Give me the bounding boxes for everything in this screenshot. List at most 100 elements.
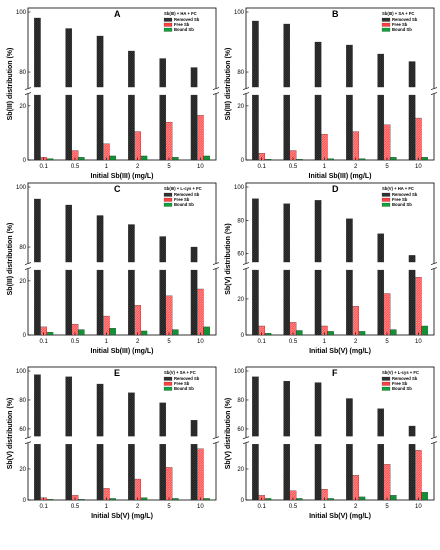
- bar-bound-sb: [171, 329, 179, 336]
- legend-entry: Removed Sb: [174, 17, 200, 22]
- bar-removed-sb-lower: [190, 444, 198, 501]
- bar-removed-sb: [346, 218, 353, 263]
- x-tick-label: 0.5: [289, 504, 298, 510]
- legend-entry: Free Sb: [174, 197, 190, 202]
- bar-removed-sb: [408, 61, 416, 88]
- legend-entry: Free Sb: [174, 22, 190, 27]
- axis-break-mark: [242, 267, 250, 270]
- x-tick-label: 5: [385, 339, 389, 345]
- bar-bound-sb: [421, 492, 428, 501]
- x-tick-label: 5: [385, 504, 389, 510]
- panel-letter: D: [332, 184, 339, 194]
- panel-F: 60 80 100 0 20 0.1 0.5 1 2 5 10 F Sb(V) + L-cys + FC…: [225, 366, 438, 520]
- y-tick-label: 20: [237, 297, 244, 303]
- bar-bound-sb: [140, 155, 148, 161]
- axis-break-mark: [242, 441, 250, 444]
- x-tick-label: 5: [167, 164, 171, 170]
- legend-entry: Bound Sb: [392, 27, 412, 32]
- bar-free-sb: [321, 134, 328, 161]
- bar-removed-sb: [128, 224, 135, 263]
- x-tick-label: 2: [136, 339, 140, 345]
- bar-bound-sb: [327, 158, 334, 161]
- bar-removed-sb-lower: [96, 269, 104, 336]
- y-tick-label: 80: [19, 398, 26, 404]
- bar-removed-sb-lower: [34, 94, 41, 161]
- bar-free-sb: [415, 450, 422, 501]
- bar-removed-sb-lower: [128, 94, 135, 161]
- x-tick-label: 0.5: [289, 164, 298, 170]
- x-tick-label: 1: [105, 339, 109, 345]
- axis-break-mark: [24, 436, 32, 439]
- legend-swatch: [381, 192, 391, 197]
- legend-swatch: [163, 192, 173, 197]
- bar-removed-sb: [128, 50, 135, 88]
- bar-bound-sb: [264, 498, 272, 501]
- panel-E: 60 80 100 0 20 0.1 0.5 1 2 5 10 E Sb(V) + SA + FCRem…: [7, 366, 220, 520]
- x-axis-label: Initial Sb(V) (mg/L): [309, 513, 371, 520]
- bar-bound-sb: [358, 496, 366, 501]
- bar-removed-sb-lower: [377, 94, 385, 161]
- axis-break-mark: [24, 262, 32, 265]
- legend-swatch: [381, 381, 391, 386]
- legend-swatch: [163, 197, 173, 202]
- axes-frame: [245, 366, 435, 501]
- bar-free-sb: [103, 315, 110, 336]
- bar-removed-sb-lower: [159, 269, 167, 336]
- legend-entry: Bound Sb: [174, 386, 194, 391]
- legend-entry: Bound Sb: [174, 27, 194, 32]
- panel-letter: C: [114, 184, 121, 194]
- bar-removed-sb: [283, 203, 291, 263]
- panel-C: 80 100 0 20 0.1 0.5 1 2 5 10 C Sb(III) + L-cys + FC…: [7, 182, 220, 355]
- legend-swatch: [381, 386, 391, 391]
- legend-swatch: [381, 197, 391, 202]
- bar-removed-sb-lower: [314, 269, 322, 336]
- y-tick-label: 0: [241, 158, 245, 164]
- axis-break-mark: [212, 441, 220, 444]
- bar-removed-sb: [190, 246, 198, 263]
- legend-entry: Removed Sb: [174, 376, 200, 381]
- bar-free-sb: [415, 277, 422, 336]
- x-tick-label: 2: [136, 164, 140, 170]
- bar-removed-sb: [128, 392, 135, 437]
- legend-title: Sb(III) + SA + FC: [382, 11, 414, 16]
- axis-break-mark: [430, 441, 438, 444]
- bar-removed-sb: [314, 41, 322, 88]
- bar-free-sb: [197, 288, 204, 336]
- bar-removed-sb: [283, 23, 291, 88]
- bar-removed-sb-lower: [65, 269, 73, 336]
- axis-break-mark: [212, 436, 220, 439]
- legend-swatch: [163, 376, 173, 381]
- axis-break-mark: [430, 267, 438, 270]
- axis-break-mark: [212, 267, 220, 270]
- bar-bound-sb: [295, 330, 303, 336]
- axis-break-mark: [242, 436, 250, 439]
- bar-removed-sb: [34, 17, 41, 88]
- bar-bound-sb: [389, 329, 397, 336]
- axes-frame: [245, 7, 435, 161]
- legend-entry: Bound Sb: [392, 202, 412, 207]
- x-tick-label: 0.1: [257, 504, 266, 510]
- y-tick-label: 0: [23, 333, 27, 339]
- legend-title: Sb(V) + L-cys + FC: [382, 370, 419, 375]
- bar-bound-sb: [264, 159, 272, 161]
- bar-free-sb: [134, 131, 141, 161]
- legend-title: Sb(III) + HA + FC: [164, 11, 197, 16]
- x-tick-label: 0.5: [71, 504, 80, 510]
- axis-break-mark: [430, 92, 438, 95]
- x-tick-label: 1: [105, 504, 109, 510]
- legend-entry: Bound Sb: [392, 386, 412, 391]
- legend-swatch: [381, 376, 391, 381]
- bar-removed-sb-lower: [314, 94, 322, 161]
- bar-bound-sb: [77, 499, 85, 501]
- y-tick-label: 100: [234, 10, 245, 16]
- bar-removed-sb: [377, 233, 385, 263]
- bar-removed-sb: [34, 374, 41, 437]
- bar-removed-sb-lower: [346, 269, 353, 336]
- bar-bound-sb: [264, 333, 272, 336]
- axis-break-gap: [25, 437, 219, 444]
- bar-removed-sb: [314, 382, 322, 437]
- axis-break-mark: [212, 262, 220, 265]
- y-tick-label: 20: [19, 279, 26, 285]
